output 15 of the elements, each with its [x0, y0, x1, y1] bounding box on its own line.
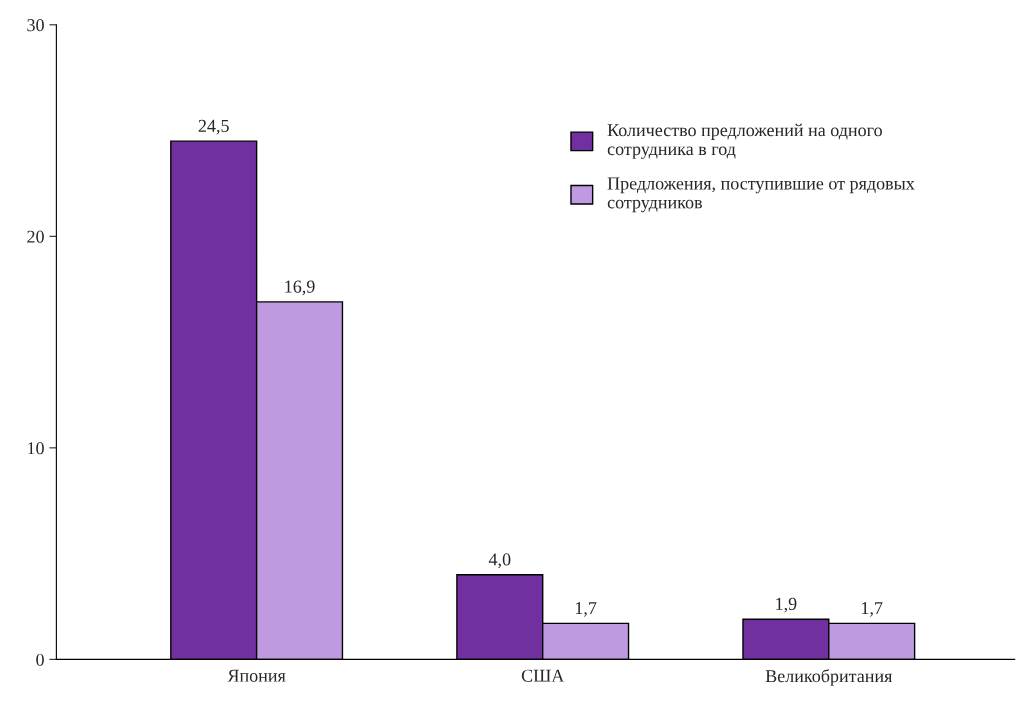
data-label: 16,9 — [285, 280, 315, 296]
data-label: 4,0 — [488, 553, 511, 569]
y-tick-label: 10 — [28, 442, 44, 455]
data-label: 1,9 — [776, 597, 797, 613]
y-tick-label: 0 — [36, 653, 44, 666]
x-tick-label: США — [521, 669, 565, 682]
x-tick-label: Япония — [227, 669, 286, 682]
data-label: 1,7 — [575, 602, 597, 617]
x-tick-label: Великобритания — [765, 669, 893, 686]
y-tick-label: 30 — [27, 19, 44, 32]
y-tick-label: 20 — [27, 230, 44, 243]
legend-label: Количество предложений на одного сотрудника в год — [607, 123, 882, 159]
data-label: 24,5 — [198, 119, 229, 135]
data-label: 1,7 — [862, 602, 883, 617]
legend-label: Предложения, поступившие от рядовых сотрудников — [607, 177, 915, 213]
